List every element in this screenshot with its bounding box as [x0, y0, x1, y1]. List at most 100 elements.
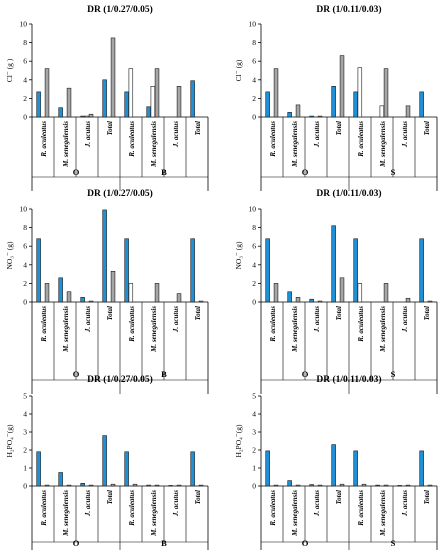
- bar-series-3-cat-8: [427, 300, 433, 303]
- y-tick-label: 1: [252, 464, 256, 473]
- category-label: M. senegalensis: [150, 490, 158, 537]
- y-axis-label: Cl⁻ (g): [234, 59, 243, 81]
- category-label: J. acutus: [84, 121, 92, 148]
- bar-series-1-cat-4: [331, 225, 336, 303]
- category-label: J. acutus: [172, 121, 180, 148]
- bar-series-2-cat-6: [379, 105, 385, 118]
- bar-series-3-cat-1: [44, 283, 50, 303]
- bar-series-1-cat-1: [265, 91, 270, 118]
- bar-series-3-cat-6: [383, 484, 389, 487]
- bar-series-3-cat-4: [110, 483, 116, 487]
- chart-title: DR (1/0.11/0.03): [316, 188, 381, 199]
- category-label: Total: [335, 490, 343, 505]
- y-tick-label: 10: [20, 20, 28, 29]
- bar-series-1-cat-8: [190, 451, 195, 487]
- category-label: J. acutus: [172, 490, 180, 517]
- chart-title: DR (1/0.27/0.05): [87, 188, 153, 199]
- bar-series-1-cat-2: [287, 291, 292, 303]
- y-tick-label: 2: [23, 446, 27, 455]
- group-label: O: [73, 369, 80, 379]
- bar-series-3-cat-4: [339, 483, 345, 487]
- category-label: M. senegalensis: [379, 306, 387, 353]
- y-tick-label: 10: [20, 205, 28, 214]
- y-tick-label: 10: [249, 205, 257, 214]
- category-label: R. aculeatus: [269, 121, 277, 158]
- y-tick-label: 8: [23, 223, 27, 232]
- category-label: M. senegalensis: [62, 490, 70, 537]
- bar-series-3-cat-8: [198, 300, 204, 303]
- bar-series-1-cat-3: [80, 297, 85, 303]
- category-label: Total: [423, 121, 431, 136]
- chart-title: DR (1/0.11/0.03): [316, 4, 381, 15]
- bar-series-3-cat-1: [273, 484, 279, 487]
- y-tick-label: 0: [252, 298, 256, 307]
- y-axis-label: H₂PO₄⁻(g): [5, 424, 14, 457]
- bar-series-3-cat-6: [383, 68, 389, 118]
- category-label: Total: [335, 306, 343, 321]
- y-tick-label: 8: [252, 38, 256, 47]
- y-tick-label: 8: [252, 223, 256, 232]
- category-label: R. aculeatus: [357, 490, 365, 527]
- bar-series-1-cat-4: [102, 209, 107, 303]
- category-label: M. senegalensis: [150, 306, 158, 353]
- bar-series-3-cat-4: [339, 55, 345, 118]
- bar-series-3-cat-6: [154, 283, 160, 303]
- bar-series-3-cat-3: [88, 113, 94, 118]
- y-axis-label: Cl⁻ (g ): [5, 58, 14, 82]
- category-label: J. acutus: [84, 490, 92, 517]
- bar-series-2-cat-5: [128, 283, 134, 303]
- category-label: Total: [335, 121, 343, 136]
- bar-series-1-cat-8: [419, 238, 424, 303]
- bar-series-2-cat-3: [84, 115, 90, 118]
- bar-series-3-cat-2: [66, 291, 72, 303]
- bar-series-3-cat-2: [66, 87, 72, 118]
- bar-series-3-cat-1: [273, 283, 279, 303]
- group-label: B: [161, 167, 167, 177]
- category-label: R. aculeatus: [269, 306, 277, 343]
- bar-series-3-cat-1: [273, 68, 279, 118]
- bar-series-1-cat-2: [58, 277, 63, 303]
- group-label: O: [302, 369, 309, 379]
- bar-series-3-cat-7: [176, 293, 182, 303]
- category-label: R. aculeatus: [357, 306, 365, 343]
- group-label: S: [391, 369, 396, 379]
- y-tick-label: 3: [23, 428, 27, 437]
- bar-series-1-cat-4: [102, 435, 107, 487]
- category-label: R. aculeatus: [128, 490, 136, 527]
- y-tick-label: 0: [252, 113, 256, 122]
- bar-series-1-cat-1: [36, 451, 41, 487]
- category-label: Total: [423, 490, 431, 505]
- bar-series-3-cat-2: [295, 484, 301, 487]
- group-label: B: [161, 538, 167, 548]
- y-tick-label: 2: [23, 94, 27, 103]
- category-label: J. acutus: [313, 121, 321, 148]
- bar-series-1-cat-7: [397, 485, 402, 487]
- bar-series-1-cat-8: [190, 238, 195, 303]
- bar-series-1-cat-7: [168, 485, 173, 487]
- chart-panel-1: DR (1/0.27/0.05) Cl⁻ (g ) 0 2 4 6 8 10 R. aculea…: [5, 4, 209, 191]
- bar-series-1-cat-5: [124, 451, 129, 487]
- category-label: J. acutus: [401, 121, 409, 148]
- y-axis-label: H₂PO₄⁻(g): [234, 424, 243, 457]
- y-tick-label: 4: [23, 75, 27, 84]
- category-label: J. acutus: [313, 306, 321, 333]
- category-label: M. senegalensis: [150, 121, 158, 168]
- bar-series-1-cat-8: [419, 91, 424, 118]
- y-tick-label: 8: [23, 38, 27, 47]
- bar-series-1-cat-4: [102, 79, 107, 118]
- category-label: J. acutus: [401, 490, 409, 517]
- bar-series-3-cat-3: [88, 484, 94, 487]
- bar-series-1-cat-6: [375, 484, 380, 487]
- bar-series-1-cat-2: [58, 472, 63, 487]
- y-tick-label: 2: [23, 279, 27, 288]
- bar-series-1-cat-3: [309, 115, 314, 118]
- bar-series-3-cat-1: [44, 484, 50, 487]
- bar-series-3-cat-2: [295, 104, 301, 118]
- bar-series-3-cat-7: [405, 105, 411, 118]
- y-tick-label: 10: [249, 20, 257, 29]
- category-label: R. aculeatus: [128, 306, 136, 343]
- bar-series-3-cat-4: [110, 271, 116, 303]
- category-label: Total: [106, 490, 114, 505]
- bar-series-3-cat-3: [317, 484, 323, 487]
- bar-series-3-cat-7: [405, 484, 411, 487]
